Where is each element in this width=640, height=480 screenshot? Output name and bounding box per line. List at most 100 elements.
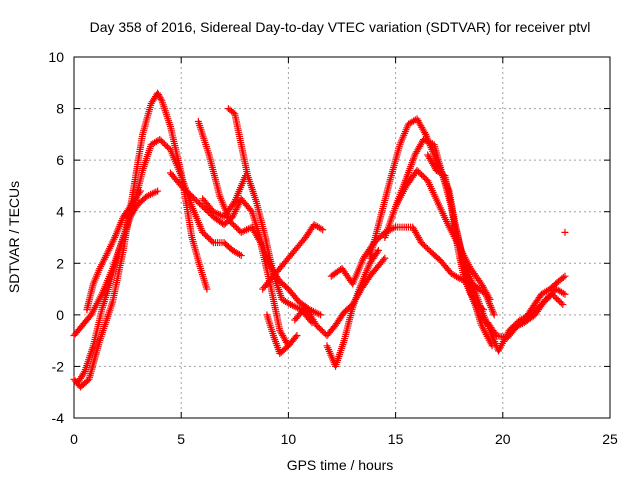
data-point <box>242 172 250 180</box>
y-tick-label: 0 <box>56 307 64 323</box>
data-point <box>156 136 164 144</box>
data-point <box>318 327 326 335</box>
data-point <box>312 321 320 329</box>
y-tick-label: 2 <box>56 255 64 271</box>
data-point <box>159 138 167 146</box>
data-point <box>559 289 567 297</box>
data-point <box>421 129 429 137</box>
data-point <box>373 248 381 256</box>
data-point <box>228 220 236 228</box>
data-point <box>561 272 569 280</box>
data-point <box>420 242 428 250</box>
axes: 0 5 10 15 20 25 -4 -2 0 2 4 6 8 10 <box>48 49 618 447</box>
data-point <box>156 94 164 102</box>
data-point <box>202 206 210 214</box>
data-point <box>374 246 382 254</box>
data-point <box>417 239 425 247</box>
data-point <box>425 246 433 254</box>
data-point <box>285 300 293 308</box>
data-point <box>155 92 163 100</box>
data-point <box>545 292 553 300</box>
data-point <box>208 237 216 245</box>
data-point <box>203 285 211 293</box>
data-point <box>486 295 494 303</box>
data-point <box>189 194 197 202</box>
data-point <box>376 233 384 241</box>
data-point <box>256 237 264 245</box>
x-tick-label: 0 <box>70 431 78 447</box>
data-point <box>561 228 569 236</box>
data-point <box>561 290 569 298</box>
data-point <box>315 324 323 332</box>
data-point <box>191 195 199 203</box>
y-tick-label: 6 <box>56 152 64 168</box>
data-point <box>488 342 496 350</box>
data-point <box>162 141 170 149</box>
data-point <box>202 231 210 239</box>
data-point <box>233 224 241 232</box>
data-point <box>317 311 325 319</box>
data-point <box>480 306 488 314</box>
data-point <box>542 295 550 303</box>
data-point <box>478 304 486 312</box>
y-tick-label: -4 <box>52 410 65 426</box>
data-point <box>193 197 201 205</box>
data-point <box>154 187 162 195</box>
data-point <box>157 137 165 145</box>
data-point <box>421 174 429 182</box>
data-point <box>485 294 493 302</box>
data-point <box>200 230 208 238</box>
data-point <box>292 333 300 341</box>
data-point <box>559 273 567 281</box>
data-point <box>480 317 488 325</box>
data-point <box>553 295 561 303</box>
data-point <box>490 311 498 319</box>
data-point <box>135 189 143 197</box>
data-point <box>416 169 424 177</box>
data-point <box>183 188 191 196</box>
y-axis-label: SDTVAR / TECUs <box>6 181 22 293</box>
x-axis-label: GPS time / hours <box>287 457 394 473</box>
data-point <box>546 291 554 299</box>
data-point <box>185 189 193 197</box>
data-point <box>163 143 171 151</box>
data-point <box>418 171 426 179</box>
data-point <box>293 331 301 339</box>
data-point <box>160 140 168 148</box>
data-point <box>559 301 567 309</box>
data-point <box>230 199 238 207</box>
data-point <box>247 206 255 214</box>
data-point <box>80 369 88 377</box>
data-point <box>186 191 194 199</box>
data-point <box>505 326 513 334</box>
data-point <box>413 166 421 174</box>
data-point <box>180 185 188 193</box>
data-point <box>231 222 239 230</box>
data-point <box>196 200 204 208</box>
data-point <box>419 240 427 248</box>
data-point <box>317 326 325 334</box>
data-point <box>551 293 559 301</box>
data-point <box>203 233 211 241</box>
chart-title: Day 358 of 2016, Sidereal Day-to-day VTE… <box>90 19 591 35</box>
data-point <box>179 183 187 191</box>
data-point <box>319 226 327 234</box>
data-point <box>188 192 196 200</box>
y-tick-label: 8 <box>56 101 64 117</box>
data-point <box>380 256 388 264</box>
data-point <box>549 288 557 296</box>
data-point <box>236 251 244 259</box>
data-point <box>230 221 238 229</box>
data-points <box>70 89 569 391</box>
data-point <box>205 234 213 242</box>
data-point <box>197 201 205 209</box>
x-tick-label: 25 <box>602 431 618 447</box>
y-tick-label: 10 <box>48 49 64 65</box>
x-tick-label: 10 <box>281 431 297 447</box>
data-point <box>423 245 431 253</box>
data-point <box>454 274 462 282</box>
x-tick-label: 5 <box>177 431 185 447</box>
data-point <box>554 296 562 304</box>
data-point <box>136 187 144 195</box>
